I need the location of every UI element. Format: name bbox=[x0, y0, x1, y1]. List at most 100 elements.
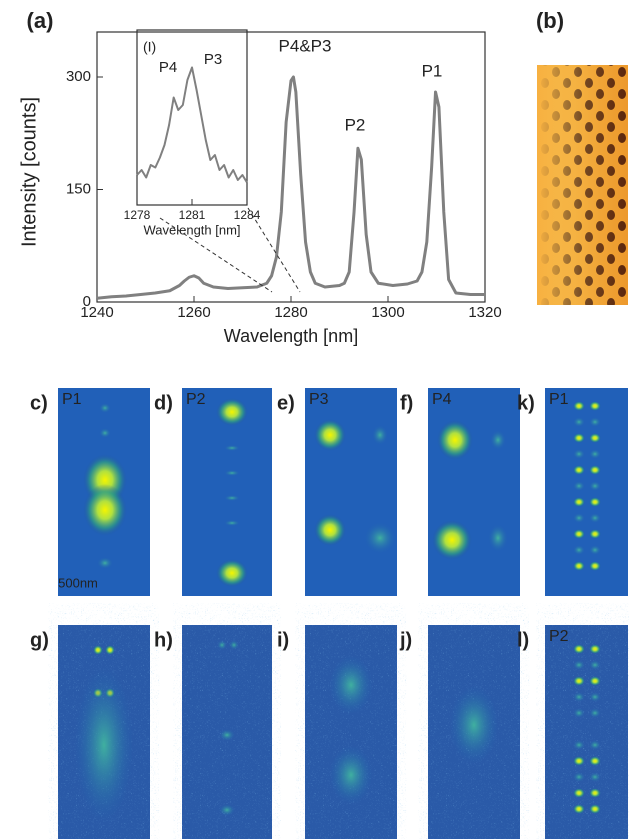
intensity-spot bbox=[573, 756, 585, 766]
intensity-spot bbox=[589, 401, 601, 411]
intensity-spot bbox=[589, 788, 601, 798]
x-axis-title: Wavelength [nm] bbox=[224, 326, 358, 346]
mode-panel bbox=[428, 388, 520, 596]
mode-panel bbox=[58, 388, 150, 596]
intensity-spot bbox=[589, 529, 601, 539]
intensity-spot bbox=[219, 804, 235, 816]
intensity-spot bbox=[573, 417, 585, 427]
panel-label: f) bbox=[400, 392, 413, 414]
intensity-spot bbox=[589, 756, 601, 766]
intensity-spot bbox=[573, 545, 585, 555]
x-axis-title: Wavelength [nm] bbox=[143, 222, 240, 237]
mode-panel bbox=[305, 388, 397, 596]
intensity-spot bbox=[589, 433, 601, 443]
sem-shade bbox=[537, 65, 628, 305]
intensity-spot bbox=[224, 470, 240, 476]
panel-title: P4 bbox=[432, 391, 452, 408]
noise bbox=[545, 625, 628, 839]
field-image bbox=[305, 388, 397, 596]
intensity-spot bbox=[589, 497, 601, 507]
intensity-spot bbox=[589, 465, 601, 475]
intensity-spot bbox=[589, 449, 601, 459]
intensity-spot bbox=[372, 425, 388, 445]
intensity-spot bbox=[573, 497, 585, 507]
mode-panel bbox=[182, 388, 272, 596]
intensity-spot bbox=[224, 495, 240, 501]
intensity-spot bbox=[589, 692, 601, 702]
intensity-spot bbox=[99, 403, 111, 413]
field-image bbox=[428, 388, 520, 596]
intensity-spot bbox=[219, 729, 235, 741]
intensity-spot bbox=[573, 433, 585, 443]
intensity-spot bbox=[216, 559, 248, 587]
connector bbox=[159, 217, 273, 293]
panel-title: P2 bbox=[186, 391, 206, 408]
intensity-spot bbox=[437, 420, 473, 460]
intensity-spot bbox=[329, 655, 373, 715]
panel-label: d) bbox=[154, 392, 173, 414]
connector bbox=[247, 207, 301, 293]
intensity-spot bbox=[490, 430, 506, 450]
spectrum-line bbox=[96, 75, 485, 300]
intensity-spot bbox=[573, 481, 585, 491]
x-tick-label: 1280 bbox=[274, 304, 307, 321]
x-tick-label: 1281 bbox=[179, 208, 206, 222]
intensity-spot bbox=[589, 676, 601, 686]
intensity-spot bbox=[589, 772, 601, 782]
intensity-spot bbox=[573, 740, 585, 750]
intensity-spot bbox=[229, 640, 239, 650]
peak-label: P4&P3 bbox=[279, 36, 332, 55]
mode-panel bbox=[545, 388, 628, 596]
panel-title: P1 bbox=[549, 391, 569, 408]
panel-label: h) bbox=[154, 629, 173, 651]
intensity-spot bbox=[573, 708, 585, 718]
intensity-spot bbox=[573, 692, 585, 702]
panel-label: (a) bbox=[27, 8, 54, 33]
panel-label: l) bbox=[517, 629, 529, 651]
intensity-spot bbox=[97, 557, 113, 569]
x-tick-label: 1240 bbox=[80, 304, 113, 321]
panel-label: i) bbox=[277, 629, 289, 651]
panel-title: P3 bbox=[309, 391, 329, 408]
intensity-spot bbox=[589, 740, 601, 750]
y-tick-label: 0 bbox=[83, 293, 91, 310]
panel-label: (b) bbox=[536, 8, 564, 33]
intensity-spot bbox=[105, 645, 115, 655]
intensity-spot bbox=[74, 665, 134, 825]
peak-label: P4 bbox=[159, 59, 177, 76]
intensity-spot bbox=[589, 481, 601, 491]
y-axis-title: Intensity [counts] bbox=[18, 97, 40, 247]
intensity-spot bbox=[432, 520, 472, 560]
spectrum-line bbox=[136, 66, 248, 184]
mode-panel bbox=[545, 625, 628, 839]
mode-panel bbox=[305, 625, 397, 839]
intensity-spot bbox=[573, 772, 585, 782]
intensity-spot bbox=[573, 561, 585, 571]
x-tick-label: 1278 bbox=[124, 208, 151, 222]
intensity-spot bbox=[589, 561, 601, 571]
intensity-spot bbox=[573, 644, 585, 654]
intensity-spot bbox=[329, 745, 373, 805]
intensity-spot bbox=[589, 513, 601, 523]
intensity-spot bbox=[314, 419, 346, 451]
intensity-spot bbox=[314, 514, 346, 546]
intensity-spot bbox=[99, 428, 111, 438]
intensity-spot bbox=[589, 660, 601, 670]
intensity-spot bbox=[589, 708, 601, 718]
mode-panel bbox=[58, 625, 150, 839]
intensity-spot bbox=[83, 484, 127, 536]
intensity-spot bbox=[573, 660, 585, 670]
x-tick-label: 1300 bbox=[371, 304, 404, 321]
intensity-spot bbox=[488, 524, 508, 552]
intensity-spot bbox=[224, 445, 240, 451]
panel-label: k) bbox=[517, 392, 535, 414]
intensity-spot bbox=[589, 417, 601, 427]
inset-bg bbox=[137, 30, 247, 205]
field-image bbox=[545, 388, 628, 596]
panel-title: P2 bbox=[549, 628, 569, 645]
intensity-spot bbox=[589, 804, 601, 814]
intensity-spot bbox=[216, 398, 248, 426]
intensity-spot bbox=[573, 676, 585, 686]
peak-label: P2 bbox=[345, 115, 366, 134]
